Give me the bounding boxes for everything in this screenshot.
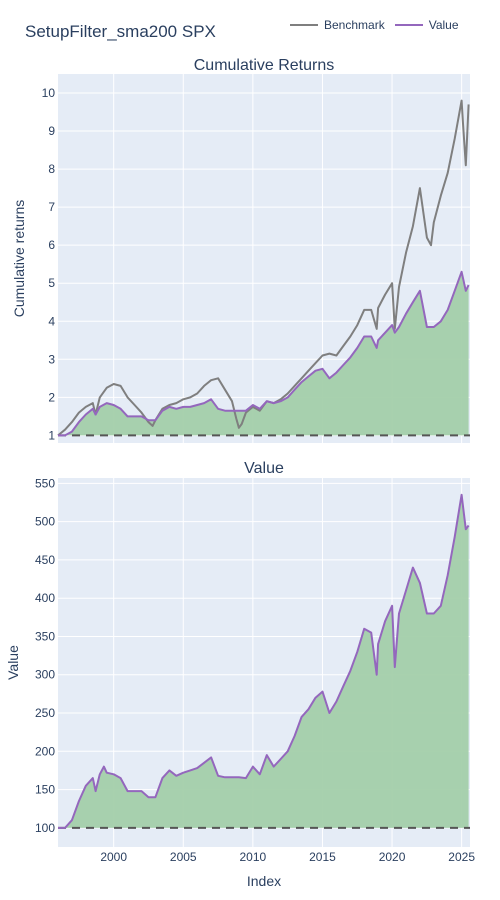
y-axis-label: Value [5,645,21,680]
y-tick-label: 100 [35,821,55,835]
x-tick-label: 2005 [170,850,197,864]
y-tick-label: 7 [48,200,55,214]
panel-title: Value [244,460,284,477]
series-line-value [58,270,470,437]
x-tick-label: 2025 [448,850,475,864]
legend-item-benchmark[interactable]: Benchmark [290,18,385,32]
y-tick-label: 1 [48,428,55,442]
legend-label-value: Value [428,18,459,32]
y-tick-label: 9 [48,124,55,138]
y-tick-label: 450 [35,553,55,567]
y-tick-label: 2 [48,390,55,404]
y-tick-label: 550 [35,476,55,490]
y-tick-label: 200 [35,744,55,758]
x-tick-label: 2000 [100,850,127,864]
y-tick-label: 400 [35,591,55,605]
y-tick-label: 3 [48,352,55,366]
legend-swatch-value [394,24,423,26]
value-fill-area [58,271,469,436]
panel-title: Cumulative Returns [194,57,335,74]
y-tick-label: 250 [35,706,55,720]
value-fill-area [58,494,469,828]
y-tick-label: 5 [48,276,55,290]
series-line-value [58,493,470,829]
y-tick-label: 10 [42,86,56,100]
legend[interactable]: Benchmark Value [290,18,459,32]
y-tick-label: 8 [48,162,55,176]
y-tick-label: 6 [48,238,55,252]
x-tick-label: 2020 [379,850,406,864]
y-tick-label: 500 [35,515,55,529]
y-tick-label: 150 [35,783,55,797]
x-tick-label: 2010 [240,850,267,864]
x-tick-label: 2015 [309,850,336,864]
chart-title: SetupFilter_sma200 SPX [25,22,216,41]
y-axis-label: Cumulative returns [11,200,27,318]
legend-label-benchmark: Benchmark [324,18,385,32]
legend-swatch-benchmark [290,24,318,26]
x-axis-label: Index [247,873,281,889]
y-tick-label: 4 [48,314,55,328]
y-tick-label: 350 [35,629,55,643]
legend-item-value[interactable]: Value [394,18,459,32]
y-tick-label: 300 [35,668,55,682]
